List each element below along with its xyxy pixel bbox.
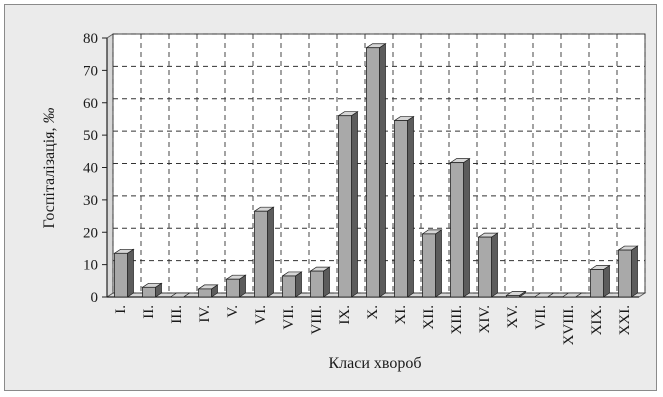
bar-side-face	[435, 229, 442, 298]
bars	[113, 43, 639, 298]
x-axis-title: Класи хвороб	[328, 355, 421, 372]
bar-front-face	[450, 162, 464, 298]
bar-front-face	[226, 278, 240, 298]
bar-front-face	[142, 286, 156, 298]
y-tick-label: 40	[83, 161, 98, 177]
y-tick-label: 10	[83, 258, 98, 274]
bar	[225, 274, 247, 298]
bar-front-face	[282, 275, 296, 298]
bar	[281, 271, 303, 298]
bar	[337, 111, 359, 298]
x-tick-label: V.	[225, 305, 241, 318]
bar-front-face	[478, 236, 492, 298]
bar-side-face	[463, 157, 470, 298]
bar-top-face	[169, 292, 191, 298]
x-tick-label: VII.	[533, 305, 549, 330]
bar	[141, 282, 163, 298]
bar	[589, 264, 611, 298]
x-tick-label: XII.	[421, 305, 437, 330]
bar	[617, 245, 639, 298]
bar-front-face	[366, 47, 380, 298]
y-axis-title: Госпіталізація, ‰	[41, 108, 58, 229]
y-tick-label: 20	[83, 225, 98, 241]
y-axis-title-unit: ‰	[41, 108, 58, 124]
bar-front-face	[422, 233, 436, 298]
y-tick-label: 30	[83, 193, 98, 209]
bar	[449, 157, 471, 298]
bar-side-face	[351, 111, 358, 298]
bar-side-face	[379, 43, 386, 298]
bar-front-face	[506, 294, 520, 298]
bar-side-face	[267, 206, 274, 298]
bar-side-face	[407, 115, 414, 298]
bar	[365, 43, 387, 298]
x-tick-label: I.	[113, 305, 129, 314]
bar-side-face	[323, 266, 330, 298]
x-tick-label: XIV.	[477, 305, 493, 333]
bar	[253, 206, 275, 298]
bar	[113, 248, 135, 298]
bar-front-face	[310, 270, 324, 298]
bar	[505, 290, 527, 298]
bar-front-face	[198, 288, 212, 298]
x-tick-label: IV.	[197, 305, 213, 323]
bar-front-face	[114, 252, 128, 298]
bar-side-face	[127, 248, 134, 298]
bar-front-face	[338, 115, 352, 298]
y-axis-title-text: Госпіталізація,	[41, 124, 58, 229]
x-tick-label: XXI.	[617, 305, 633, 335]
bar-front-face	[590, 269, 604, 298]
x-tick-label: XV.	[505, 305, 521, 328]
bar-side-face	[631, 245, 638, 298]
bar-top-face	[533, 292, 555, 298]
y-tick-label: 60	[83, 96, 98, 112]
y-tick-label: 50	[83, 128, 98, 144]
x-tick-label: XVIII.	[561, 305, 577, 345]
x-tick-label: XIX.	[589, 305, 605, 335]
y-tick-label: 0	[91, 290, 99, 306]
x-tick-label: VI.	[253, 305, 269, 325]
bar	[533, 292, 555, 298]
bar-side-face	[491, 232, 498, 298]
bar	[561, 292, 583, 298]
x-tick-label: VIII.	[309, 305, 325, 335]
bar	[477, 232, 499, 298]
bar-front-face	[394, 120, 408, 298]
x-tick-label: II.	[141, 305, 157, 319]
bar	[393, 115, 415, 298]
bar	[169, 292, 191, 298]
x-tick-label: XI.	[393, 305, 409, 325]
x-tick-label: X.	[365, 305, 381, 320]
x-tick-label: III.	[169, 305, 185, 324]
bar-top-face	[561, 292, 583, 298]
y-tick-labels: 0 10 20 30 40 50 60 70 80	[83, 31, 98, 306]
x-tick-labels: I. II. III. IV. V. VI. VII. VIII. IX. X. XI. XII. XI…	[113, 305, 633, 345]
bar-front-face	[618, 249, 632, 298]
x-tick-label: VII.	[281, 305, 297, 330]
bar-front-face	[254, 210, 268, 298]
bar-side-face	[603, 264, 610, 298]
y-tick-label: 70	[83, 63, 98, 79]
bar	[309, 266, 331, 298]
x-tick-label: XIII.	[449, 305, 465, 335]
bar	[421, 229, 443, 298]
x-tick-label: IX.	[337, 305, 353, 325]
y-tick-label: 80	[83, 31, 98, 47]
plot-side-wall	[106, 33, 114, 298]
bar	[197, 284, 219, 298]
